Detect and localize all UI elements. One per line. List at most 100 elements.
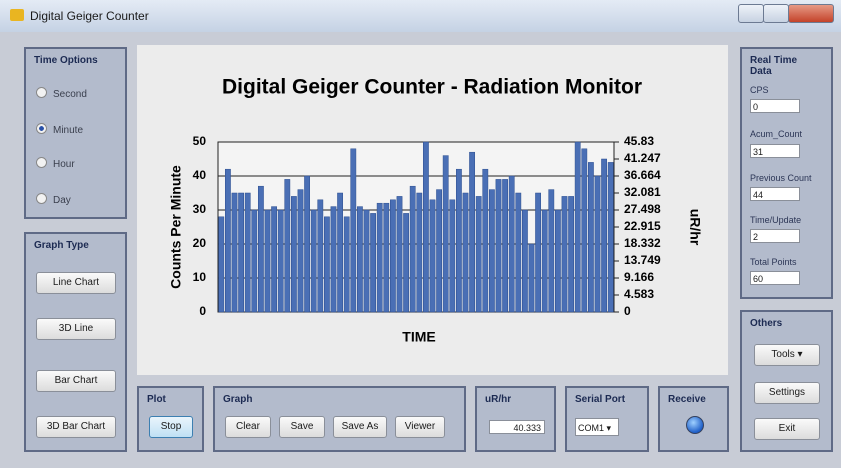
text-field[interactable]: 31	[750, 144, 800, 158]
button-label: Tools	[771, 349, 795, 360]
field-label: Previous Count	[750, 173, 812, 183]
bar	[231, 192, 238, 313]
text-field[interactable]: 2	[750, 229, 800, 243]
text-field[interactable]: 60	[750, 271, 800, 285]
radio[interactable]: Day	[36, 193, 71, 206]
bar	[574, 141, 581, 313]
group-title: Plot	[147, 394, 166, 405]
bar	[403, 213, 409, 313]
bar	[601, 158, 607, 313]
bar	[469, 151, 475, 313]
field-label: Total Points	[750, 257, 797, 267]
bar	[251, 209, 258, 313]
button[interactable]: 3D Bar Chart	[36, 416, 116, 438]
bar	[561, 196, 568, 313]
dropdown-button[interactable]: Tools ▾	[754, 344, 820, 366]
bar	[310, 209, 317, 313]
button[interactable]: Stop	[149, 416, 193, 438]
button[interactable]: Line Chart	[36, 272, 116, 294]
bar	[350, 148, 357, 313]
field-label: CPS	[750, 85, 769, 95]
y2-tick-label: 4.583	[624, 287, 654, 301]
group-title: Graph Type	[34, 240, 89, 251]
y-tick-label: 30	[193, 202, 207, 216]
radio-label: Hour	[53, 159, 75, 170]
bar	[396, 196, 403, 313]
bar	[482, 168, 489, 313]
bar	[277, 209, 284, 313]
bar	[343, 216, 350, 313]
time-options-group: Time Options Second Minute Hour Day	[24, 47, 127, 219]
group-title: Graph	[223, 394, 253, 405]
bar	[588, 162, 594, 313]
radio[interactable]: Second	[36, 87, 87, 100]
group-title: Others	[750, 318, 783, 329]
radio[interactable]: Hour	[36, 157, 75, 170]
radio[interactable]: Minute	[36, 123, 83, 136]
button[interactable]: Save As	[333, 416, 387, 438]
button[interactable]: Bar Chart	[36, 370, 116, 392]
bar	[594, 175, 601, 313]
group-title: Receive	[668, 394, 706, 405]
close-button[interactable]	[788, 4, 834, 23]
y-tick-label: 10	[193, 270, 207, 284]
button[interactable]: Save	[279, 416, 325, 438]
bar	[535, 192, 541, 313]
bar	[515, 192, 522, 313]
bar	[462, 192, 469, 313]
radio-label: Second	[53, 89, 87, 100]
radio-label: Minute	[53, 125, 84, 136]
group-title: Time Options	[34, 55, 98, 66]
text-field[interactable]: 40.333	[489, 420, 545, 434]
bar	[449, 199, 456, 313]
group-title: Real Time Data	[750, 55, 798, 77]
bar	[218, 216, 225, 313]
y2-tick-label: 36.664	[624, 168, 661, 182]
button[interactable]: Viewer	[395, 416, 445, 438]
bar	[502, 179, 508, 313]
bar	[370, 213, 376, 313]
bar	[607, 162, 614, 313]
bar	[363, 209, 370, 313]
minimize-button[interactable]	[738, 4, 764, 23]
bar	[495, 179, 502, 313]
text-field[interactable]: 44	[750, 187, 800, 201]
group-title: Serial Port	[575, 394, 626, 405]
button[interactable]: Exit	[754, 418, 820, 440]
bar	[330, 206, 337, 313]
bar	[522, 209, 528, 313]
y2-tick-label: 0	[624, 304, 631, 318]
maximize-button[interactable]	[763, 4, 789, 23]
bar	[291, 196, 297, 313]
others-group: Others Tools ▾ Settings Exit	[740, 310, 833, 452]
button[interactable]: 3D Line	[36, 318, 116, 340]
bar	[244, 192, 251, 313]
bar	[324, 216, 330, 313]
bar	[225, 168, 231, 313]
group-title: uR/hr	[485, 394, 512, 405]
bar	[238, 192, 244, 313]
plot-area	[217, 141, 615, 313]
bar	[416, 192, 423, 313]
y2-tick-label: 9.166	[624, 270, 654, 284]
bar	[271, 206, 277, 313]
text-field[interactable]: 0	[750, 99, 800, 113]
y-tick-label: 40	[193, 168, 207, 182]
bar	[541, 209, 548, 313]
y2-axis-label: uR/hr	[687, 209, 703, 246]
bar	[383, 202, 390, 313]
app-icon	[10, 9, 24, 21]
dropdown[interactable]: COM1 ▾	[575, 418, 619, 436]
y2-tick-label: 41.247	[624, 151, 661, 165]
button[interactable]: Settings	[754, 382, 820, 404]
button[interactable]: Clear	[225, 416, 271, 438]
y-tick-label: 0	[199, 304, 206, 318]
bar	[436, 189, 442, 313]
bar	[568, 196, 574, 313]
bar	[390, 199, 396, 313]
urhr-group: uR/hr 40.333	[475, 386, 556, 452]
y2-tick-label: 22.915	[624, 219, 661, 233]
bar	[304, 175, 310, 313]
y2-tick-label: 27.498	[624, 202, 661, 216]
